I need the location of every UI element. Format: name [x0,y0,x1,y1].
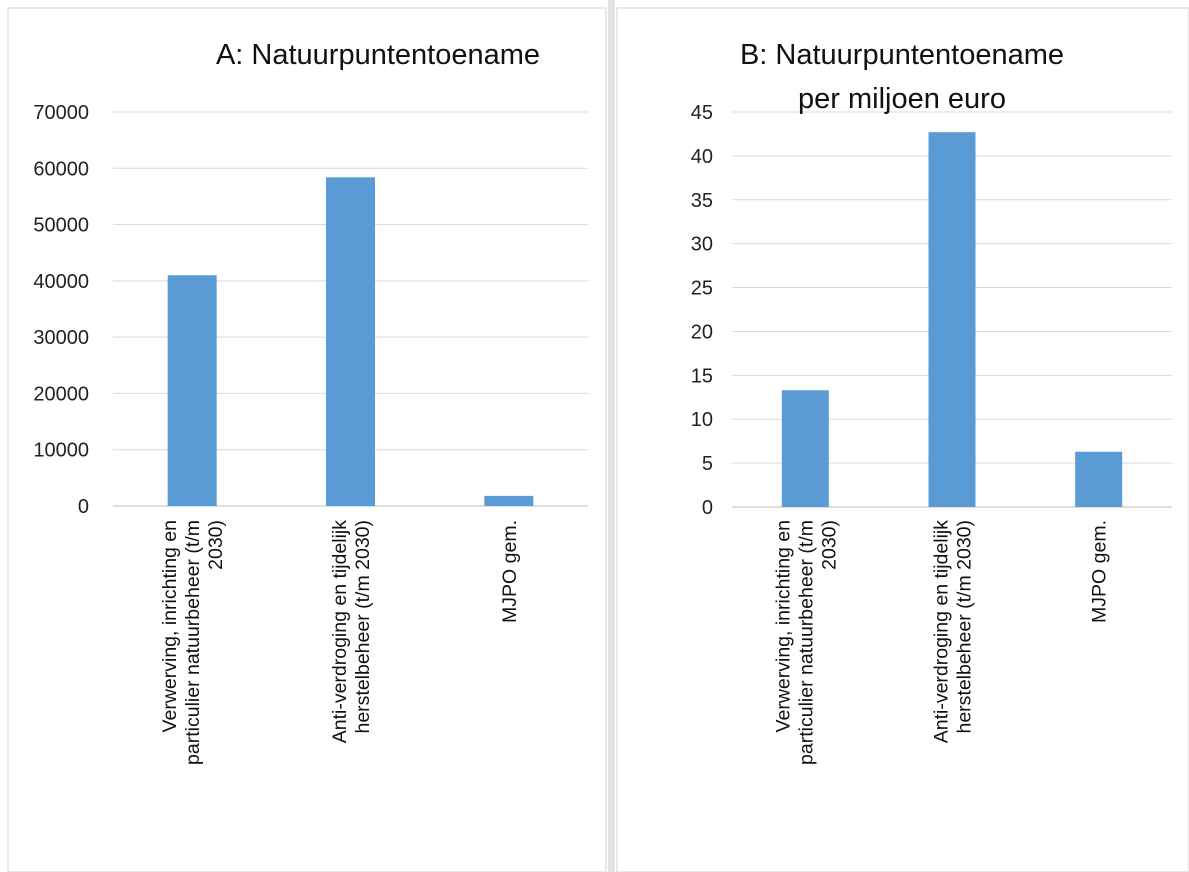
y-tick-label: 25 [691,278,713,300]
chart-title: A: Natuurpuntentoename [216,39,540,71]
bar [484,495,534,506]
panel-divider [608,0,615,872]
x-category-label-line: herstelbeheer (t/m 2030) [954,520,976,734]
x-category-label-line: herstelbeheer (t/m 2030) [352,520,374,734]
chart-title: B: Natuurpuntentoename per miljoen euro [740,39,1064,115]
x-category-label: MJPO gem. [1089,520,1111,623]
y-tick-label: 0 [78,496,89,518]
x-category-label-line: Verwerving, inrichting en [772,520,794,732]
x-category-label-line: Anti-verdroging en tijdelijk [329,520,351,744]
x-category-label: Anti-verdroging en tijdelijkherstelbehee… [931,520,976,744]
bar [1075,451,1123,507]
chart-a: 0 10000 20000 30000 40000 50000 60000 70000 A: N… [7,7,607,872]
bar [167,275,217,506]
y-tick-label: 45 [691,102,713,124]
x-category-label-line: particulier natuurbeheer (t/m [182,520,204,765]
x-category-label-line: 2030) [818,520,840,570]
x-category-label: Verwerving, inrichting enparticulier nat… [159,520,227,765]
x-category-label-line: 2030) [205,520,227,570]
y-tick-label: 70000 [33,102,89,124]
bar [781,390,829,507]
chart-frame [7,7,607,872]
x-category-label: MJPO gem. [499,520,521,623]
x-category-label: Anti-verdroging en tijdelijkherstelbehee… [329,520,374,744]
chart-title-line: per miljoen euro [798,83,1006,115]
chart-title-line: B: Natuurpuntentoename [740,39,1064,71]
x-category-label: Verwerving, inrichting enparticulier nat… [772,520,840,765]
y-tick-label: 35 [691,190,713,212]
y-tick-label: 60000 [33,158,89,180]
y-tick-label: 50000 [33,215,89,237]
y-tick-label: 40 [691,146,713,168]
y-tick-label: 5 [702,453,713,475]
y-tick-label: 10000 [33,440,89,462]
bar [326,177,375,506]
chart-title-line: A: Natuurpuntentoename [216,39,540,71]
y-tick-label: 10 [691,409,713,431]
y-tick-label: 40000 [33,271,89,293]
y-tick-label: 0 [702,497,713,519]
y-tick-label: 30000 [33,327,89,349]
chart-frame [616,7,1189,872]
y-tick-label: 30 [691,234,713,256]
y-tick-label: 15 [691,365,713,387]
x-category-label-line: particulier natuurbeheer (t/m [795,520,817,765]
y-tick-label: 20 [691,321,713,343]
x-category-label-line: Anti-verdroging en tijdelijk [931,520,953,744]
y-tick-label: 20000 [33,383,89,405]
bar [928,132,976,507]
x-category-label-line: MJPO gem. [1089,520,1111,623]
chart-b: 0 5 10 15 20 25 30 35 40 45 B: Natuurpuntentoename… [616,7,1189,872]
x-category-label-line: MJPO gem. [499,520,521,623]
x-category-label-line: Verwerving, inrichting en [159,520,181,732]
